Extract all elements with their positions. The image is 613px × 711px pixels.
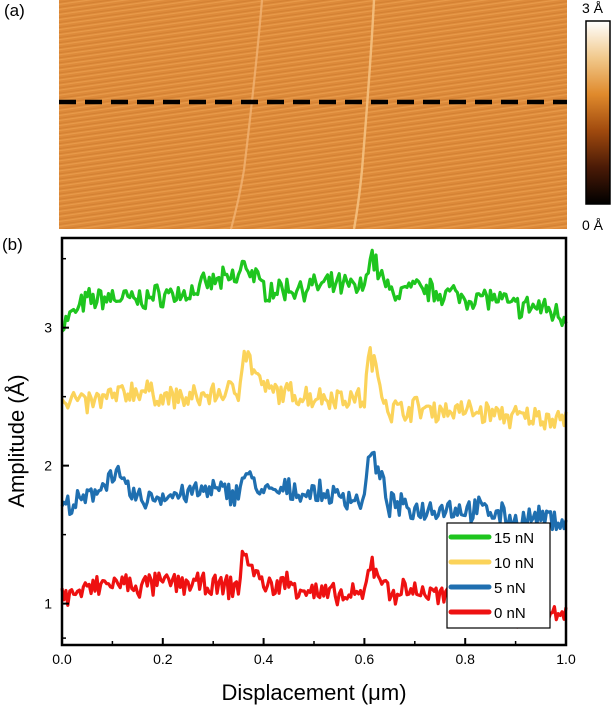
legend-label: 0 nN <box>494 605 526 622</box>
afm-topography-map <box>59 0 567 230</box>
y-axis-title: Amplitude (Å) <box>4 374 29 507</box>
legend-label: 10 nN <box>494 555 534 572</box>
series-line-5-nn <box>60 450 568 532</box>
series-line-15-nn <box>60 248 568 333</box>
series-line-10-nn <box>60 346 568 431</box>
colorbar: 3 Å 0 Å <box>582 0 611 233</box>
y-tick-label: 1 <box>44 596 52 612</box>
y-tick-label: 3 <box>44 320 52 336</box>
step-edge-left <box>229 0 264 230</box>
panel-a-label: (a) <box>4 1 25 20</box>
axes-layer: 0.0 0.2 0.4 0.6 0.8 1.0 1 2 3 <box>44 257 576 667</box>
legend-entry: 10 nN <box>448 555 534 572</box>
colorbar-gradient <box>585 20 611 205</box>
legend-entry: 5 nN <box>448 580 526 597</box>
legend-entry: 15 nN <box>448 530 534 547</box>
colorbar-max-label: 3 Å <box>582 0 604 16</box>
legend-entry: 0 nN <box>448 605 526 622</box>
x-tick-label: 0.2 <box>153 651 173 667</box>
x-tick-label: 1.0 <box>556 651 576 667</box>
legend-label: 5 nN <box>494 580 526 597</box>
legend-label: 15 nN <box>494 530 534 547</box>
x-tick-label: 0.8 <box>455 651 475 667</box>
x-tick-label: 0.6 <box>355 651 375 667</box>
y-tick-label: 2 <box>44 458 52 474</box>
panel-b-label: (b) <box>2 235 23 254</box>
step-edge-right <box>352 0 376 230</box>
x-axis-title: Displacement (μm) <box>221 680 406 705</box>
legend: 15 nN 10 nN 5 nN 0 nN <box>446 522 551 629</box>
colorbar-min-label: 0 Å <box>582 217 604 233</box>
x-tick-label: 0.0 <box>52 651 72 667</box>
x-tick-label: 0.4 <box>254 651 274 667</box>
